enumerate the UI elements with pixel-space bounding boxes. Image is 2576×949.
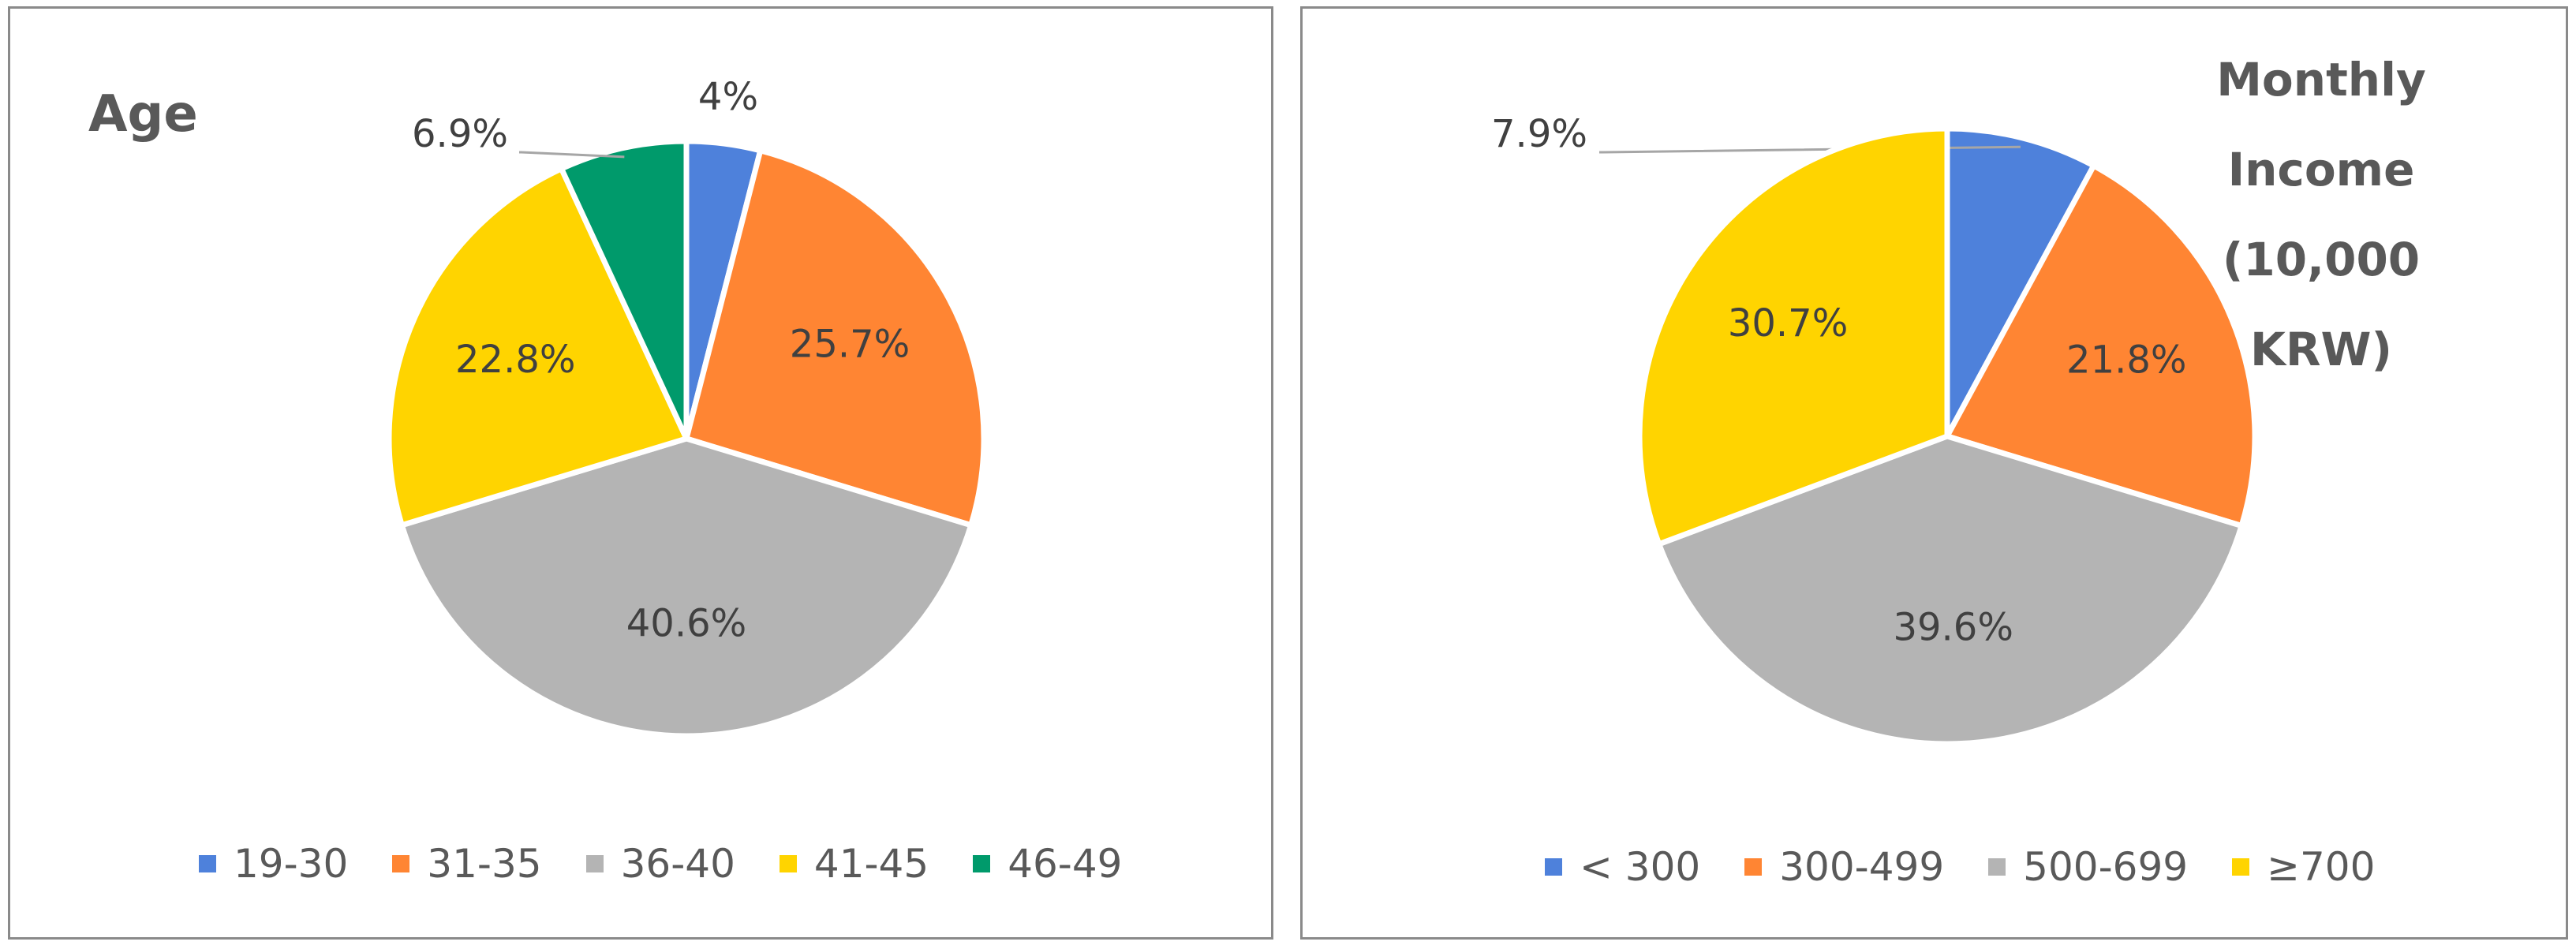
legend-item: 19-30	[199, 841, 348, 887]
income-chart-legend: < 300 300-499 500-699 ≥700	[1545, 844, 2375, 890]
age-chart-legend: 19-30 31-35 36-40 41-45 46-49	[199, 841, 1122, 887]
pie-data-label: 21.8%	[2066, 338, 2186, 383]
legend-item: 41-45	[779, 841, 929, 887]
legend-item: 36-40	[585, 841, 735, 887]
legend-item: 46-49	[973, 841, 1122, 887]
legend-swatch	[1744, 858, 1763, 876]
legend-swatch	[585, 855, 604, 872]
pie-data-label: 7.9%	[1491, 112, 1587, 156]
pie-data-label: 6.9%	[412, 112, 508, 156]
legend-swatch	[392, 855, 410, 872]
legend-label: < 300	[1580, 844, 1701, 890]
legend-swatch	[1988, 858, 2006, 876]
legend-label: 46-49	[1008, 841, 1123, 887]
income-chart-panel: 7.9% 21.8% 39.6% 30.7%	[1300, 6, 2568, 940]
legend-item: 31-35	[392, 841, 542, 887]
legend-label: 500-699	[2023, 844, 2189, 890]
pie-slice-41-45	[386, 165, 690, 529]
legend-item: ≥700	[2232, 844, 2375, 890]
legend-label: ≥700	[2267, 844, 2376, 890]
pie-data-label: 30.7%	[1728, 301, 1848, 346]
legend-label: 300-499	[1779, 844, 1945, 890]
legend-label: 36-40	[620, 841, 735, 887]
pie-data-label: 40.6%	[626, 602, 746, 646]
legend-swatch	[973, 855, 991, 872]
income-chart-title: Monthly Income (10,000 KRW)	[2216, 53, 2426, 376]
pie-slice-46-49	[557, 138, 690, 440]
pie-slice-500-699	[1655, 433, 2245, 747]
legend-swatch	[1545, 858, 1562, 876]
pie-slice-300-499	[1942, 162, 2258, 529]
legend-swatch	[779, 855, 797, 872]
pie-data-label: 39.6%	[1893, 606, 2013, 650]
legend-swatch	[199, 855, 216, 872]
pie-data-label: 22.8%	[455, 338, 575, 382]
legend-label: 41-45	[813, 841, 929, 887]
legend-label: 31-35	[427, 841, 542, 887]
legend-item: 500-699	[1988, 844, 2188, 890]
legend-item: 300-499	[1744, 844, 1944, 890]
pie-slice--700	[1636, 125, 1950, 548]
pie-data-label: 25.7%	[790, 323, 910, 367]
pie-slice-31-35	[682, 147, 987, 529]
age-pie-chart: 4% 25.7% 40.6% 22.8% 6.9%	[386, 75, 987, 739]
leader-line	[519, 151, 625, 159]
pie-slice-36-40	[398, 435, 975, 739]
age-chart-panel: 4% 25.7% 40.6% 22.8% 6.9%	[8, 6, 1273, 940]
legend-label: 19-30	[234, 841, 349, 887]
age-chart-title: Age	[88, 85, 198, 144]
pie-slice--300	[1944, 125, 2098, 438]
pie-data-label: 4%	[698, 75, 758, 119]
legend-item: < 300	[1545, 844, 1700, 890]
legend-swatch	[2232, 858, 2250, 876]
income-pie-chart: 7.9% 21.8% 39.6% 30.7%	[1491, 112, 2258, 747]
